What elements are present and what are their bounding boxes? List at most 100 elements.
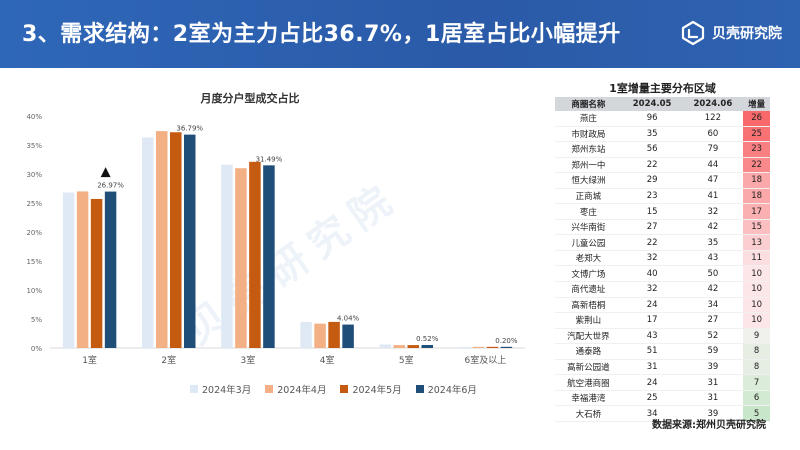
cell-district: 燕庄: [555, 111, 622, 127]
district-table: 商圈名称 2024.05 2024.06 增量 燕庄 96 122 26 市财政局 35 6…: [555, 97, 770, 422]
cell-may: 24: [621, 297, 683, 314]
bar: [221, 164, 233, 348]
cell-may: 29: [621, 172, 683, 189]
bar: [156, 131, 168, 348]
cell-may: 22: [621, 157, 683, 174]
data-label: 26.97%: [97, 182, 124, 190]
cell-may: 25: [621, 390, 683, 407]
table-row: 郑州东站 56 79 23: [555, 141, 770, 158]
cell-increase: 22: [743, 157, 770, 174]
cell-june: 47: [682, 172, 744, 189]
cell-increase: 26: [743, 111, 770, 127]
table-row: 市财政局 35 60 25: [555, 126, 770, 143]
x-tick-label: 1室: [82, 354, 97, 366]
bar: [393, 345, 405, 348]
cell-district: 兴华南街: [555, 219, 622, 236]
bar: [249, 161, 261, 348]
cell-increase: 13: [743, 234, 770, 251]
legend-label: 2024年3月: [202, 385, 252, 396]
cell-district: 幸福港湾: [555, 390, 622, 407]
bar: [184, 134, 196, 348]
brand-logo: 贝壳研究院: [680, 18, 782, 48]
cell-district: 正商城: [555, 188, 622, 205]
cell-may: 56: [621, 141, 683, 158]
table-row: 恒大绿洲 29 47 18: [555, 172, 770, 189]
y-tick-label: 40%: [26, 113, 42, 121]
cell-may: 96: [621, 111, 683, 127]
cell-june: 41: [682, 188, 744, 205]
cell-may: 27: [621, 219, 683, 236]
bar: [486, 346, 499, 348]
y-tick-label: 0%: [31, 345, 42, 353]
cell-increase: 15: [743, 219, 770, 236]
data-label: 36.79%: [176, 125, 203, 133]
cell-district: 通泰路: [555, 343, 622, 360]
header-may: 2024.05: [621, 97, 683, 111]
bar: [300, 321, 312, 348]
header-banner: 3、需求结构：2室为主力占比36.7%，1居室占比小幅提升 贝壳研究院: [0, 0, 800, 68]
cell-increase: 10: [743, 281, 770, 298]
x-tick-label: 3室: [241, 354, 256, 366]
table-row: 商代遗址 32 42 10: [555, 281, 770, 298]
bar: [328, 321, 340, 348]
legend-item: 2024年4月: [265, 382, 326, 396]
x-tick-label: 5室: [399, 354, 414, 366]
legend-swatch: [340, 385, 349, 393]
cell-june: 39: [682, 359, 744, 376]
cell-may: 23: [621, 188, 683, 205]
cell-june: 31: [682, 390, 744, 407]
cell-district: 汽配大世界: [555, 328, 622, 345]
bar: [142, 137, 154, 348]
cell-district: 老郑大: [555, 250, 622, 267]
cell-district: 高新梧桐: [555, 297, 622, 314]
legend-label: 2024年6月: [427, 385, 477, 396]
cell-increase: 18: [743, 172, 770, 189]
cell-may: 15: [621, 203, 683, 220]
cell-district: 恒大绿洲: [555, 172, 622, 189]
cell-increase: 5: [743, 405, 770, 422]
cell-increase: 10: [743, 297, 770, 314]
cell-june: 52: [682, 328, 744, 345]
cell-may: 31: [621, 359, 683, 376]
table-row: 航空港商圈 24 31 7: [555, 374, 770, 391]
y-tick-label: 35%: [26, 142, 42, 150]
cell-june: 39: [682, 405, 744, 422]
table-row: 兴华南街 27 42 15: [555, 219, 770, 236]
logo-text: 贝壳研究院: [712, 26, 782, 42]
bar: [314, 323, 326, 348]
y-tick-label: 15%: [26, 258, 42, 266]
table-row: 正商城 23 41 18: [555, 188, 770, 205]
table-row: 幸福港湾 25 31 6: [555, 390, 770, 407]
legend-item: 2024年6月: [415, 382, 477, 396]
cell-may: 24: [621, 374, 683, 391]
cell-increase: 8: [743, 359, 770, 376]
cell-june: 32: [682, 203, 744, 220]
bar: [407, 345, 419, 348]
x-tick-label: 6室及以上: [465, 354, 507, 366]
bar: [342, 324, 354, 348]
y-tick-label: 10%: [26, 287, 42, 295]
table-title: 1室增量主要分布区域: [609, 82, 716, 95]
cell-increase: 23: [743, 141, 770, 158]
bar: [472, 346, 485, 348]
cell-may: 32: [621, 281, 683, 298]
cell-district: 高新公园道: [555, 359, 622, 376]
cell-june: 44: [682, 157, 744, 174]
cell-may: 43: [621, 328, 683, 345]
cell-june: 42: [682, 219, 744, 236]
cell-may: 35: [621, 126, 683, 143]
cell-district: 郑州一中: [555, 157, 622, 174]
cell-increase: 9: [743, 328, 770, 345]
y-tick-label: 30%: [26, 171, 42, 179]
cell-june: 122: [682, 111, 744, 127]
bar: [421, 344, 433, 348]
table-row: 儿童公园 22 35 13: [555, 234, 770, 251]
cell-district: 郑州东站: [555, 141, 622, 158]
cell-june: 60: [682, 126, 744, 143]
cell-june: 59: [682, 343, 744, 360]
cell-june: 35: [682, 234, 744, 251]
legend-item: 2024年3月: [190, 382, 251, 396]
header-district: 商圈名称: [555, 97, 622, 111]
chart-legend: 2024年3月 2024年4月 2024年5月 2024年6月: [190, 382, 477, 396]
y-tick-label: 25%: [26, 200, 42, 208]
